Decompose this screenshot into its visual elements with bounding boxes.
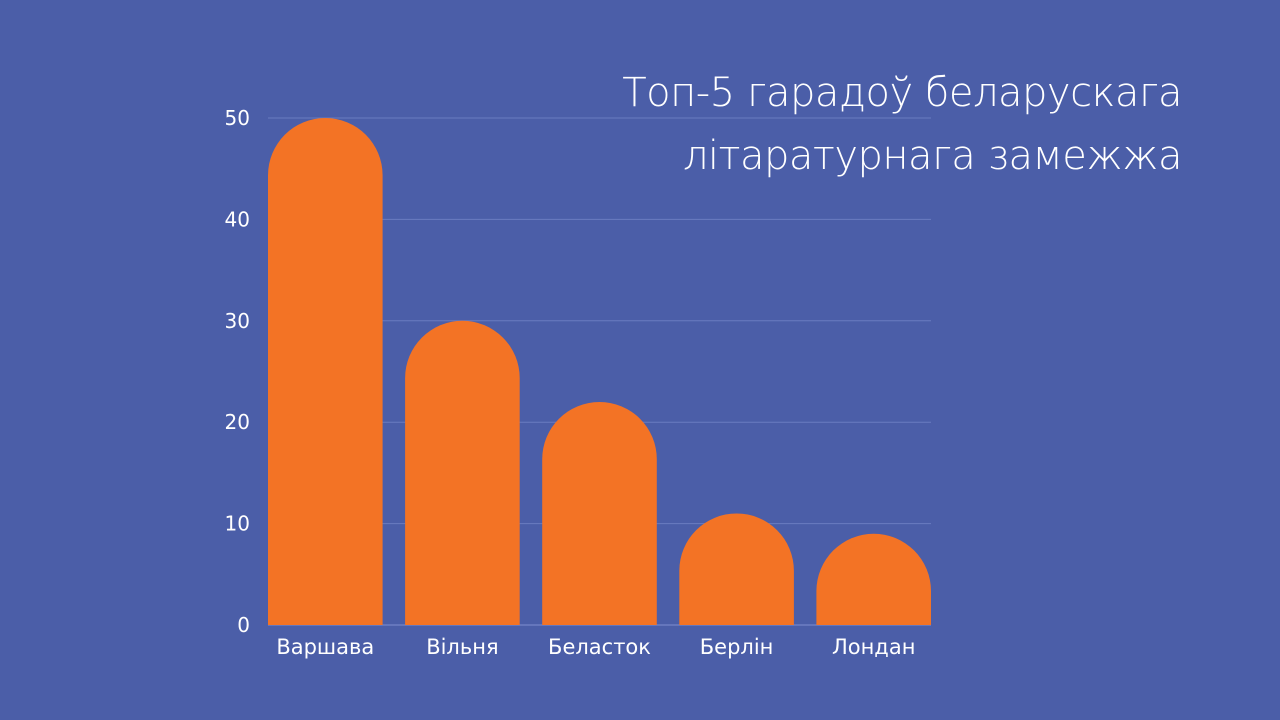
y-tick-label: 10 — [225, 512, 250, 536]
y-tick-label: 0 — [237, 613, 250, 637]
x-tick-label: Беласток — [548, 635, 651, 659]
y-tick-label: 30 — [225, 309, 250, 333]
y-tick-label: 50 — [225, 106, 250, 130]
bar — [679, 513, 794, 625]
chart-title-line-1: Топ-5 гарадоў беларускага — [622, 70, 1182, 116]
chart-title-line-2: літаратурнага замежжа — [682, 133, 1183, 179]
x-axis-ticks: Варшава Вільня Беласток Берлін Лондан — [276, 635, 915, 659]
x-tick-label: Варшава — [276, 635, 374, 659]
bars — [268, 118, 931, 625]
bar — [816, 533, 931, 625]
x-tick-label: Берлін — [700, 635, 774, 659]
y-axis-ticks: 0 10 20 30 40 50 — [225, 106, 250, 637]
bar — [268, 118, 383, 625]
y-tick-label: 40 — [225, 207, 250, 231]
x-tick-label: Лондан — [832, 635, 916, 659]
bar — [542, 401, 657, 625]
y-tick-label: 20 — [225, 410, 250, 434]
bar — [405, 320, 520, 625]
chart-title: Топ-5 гарадоў беларускага літаратурнага … — [582, 62, 1182, 188]
x-tick-label: Вільня — [426, 635, 498, 659]
